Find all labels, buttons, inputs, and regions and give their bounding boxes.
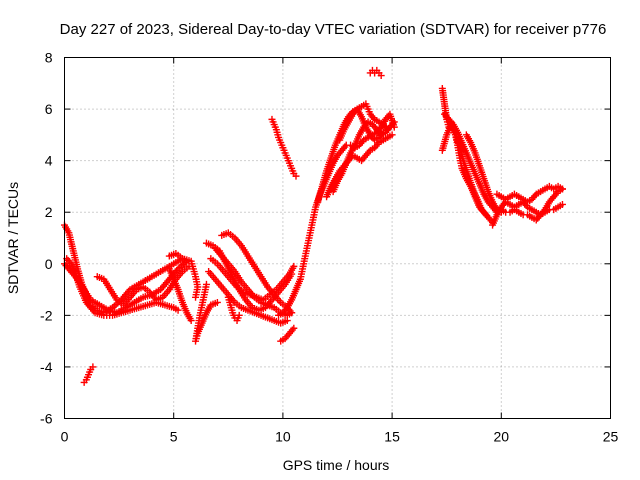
grid	[64, 57, 611, 419]
series-seg-start-c	[63, 255, 182, 319]
data-point	[235, 311, 243, 319]
y-tick-label: 2	[45, 204, 53, 220]
data-point	[174, 306, 182, 314]
x-tick-label: 0	[61, 429, 69, 445]
series-seg-low-10	[277, 324, 298, 345]
y-tick-label: 0	[45, 256, 53, 272]
y-tick-label: -6	[40, 411, 53, 427]
y-axis-label: SDTVAR / TECUs	[5, 182, 21, 294]
y-tick-label: -4	[40, 359, 53, 375]
data-point	[558, 185, 566, 193]
y-tick-label: 6	[45, 101, 53, 117]
data-point	[290, 324, 298, 332]
series-seg-low-6	[192, 280, 221, 345]
y-tick-label: -2	[40, 307, 53, 323]
data-point	[213, 298, 221, 306]
series-seg-rise-e	[336, 105, 387, 144]
x-tick-label: 15	[384, 429, 400, 445]
y-tick-label: 8	[45, 50, 53, 66]
data-point	[388, 131, 396, 139]
data-point	[390, 118, 398, 126]
data-point	[283, 317, 291, 325]
data-point	[377, 72, 385, 80]
data-point	[292, 172, 300, 180]
data-points	[61, 66, 566, 386]
series-seg-late-c	[438, 121, 490, 219]
series-seg-slope-10	[268, 115, 300, 180]
x-tick-label: 5	[170, 429, 178, 445]
data-point	[290, 262, 298, 270]
series-seg-tail-c	[497, 185, 566, 224]
x-tick-label: 10	[275, 429, 291, 445]
series-seg-low-7	[224, 293, 243, 325]
data-point	[187, 317, 195, 325]
series-seg-low-1	[80, 363, 97, 386]
y-tick-label: 4	[45, 153, 53, 169]
data-point	[192, 293, 200, 301]
x-tick-label: 20	[494, 429, 510, 445]
series-seg-mid-e	[207, 255, 298, 304]
series-seg-peak-14	[366, 66, 385, 80]
x-tick-label: 25	[603, 429, 619, 445]
data-point	[482, 211, 490, 219]
data-point	[379, 128, 387, 136]
data-point	[288, 309, 296, 317]
x-axis-label: GPS time / hours	[283, 457, 390, 473]
data-point	[89, 363, 97, 371]
series-seg-bump-5	[165, 249, 202, 301]
plot-frame	[64, 57, 611, 419]
chart-title: Day 227 of 2023, Sidereal Day-to-day VTE…	[60, 21, 607, 38]
series-seg-dip-5	[165, 265, 195, 325]
data-point	[558, 200, 566, 208]
